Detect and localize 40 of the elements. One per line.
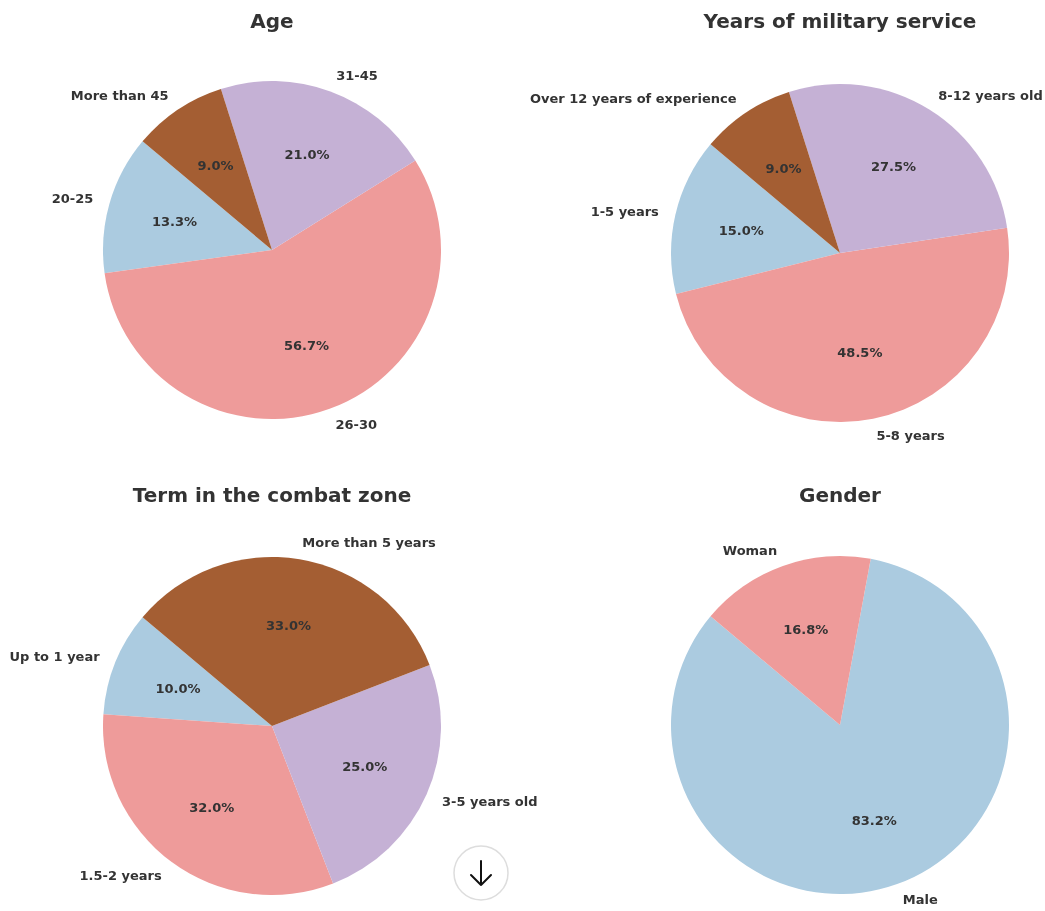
- pie-slice: [671, 144, 840, 294]
- data-label: 9.0%: [197, 158, 234, 174]
- data-label: 48.5%: [837, 344, 883, 360]
- data-label: 25.0%: [342, 759, 388, 775]
- slice-label: 3-5 years old: [442, 793, 538, 809]
- slice-label: Woman: [722, 542, 778, 558]
- data-label: 15.0%: [718, 222, 764, 238]
- data-label: 33.0%: [266, 618, 312, 634]
- pie-slice: [671, 558, 1009, 894]
- slice-label: 20-25: [51, 191, 94, 207]
- data-label: 56.7%: [284, 337, 330, 353]
- slice-label: Over 12 years of experience: [530, 91, 737, 107]
- slice-label: Up to 1 year: [9, 648, 101, 664]
- chart-title: Years of military service: [702, 9, 977, 33]
- slice-label: Male: [902, 892, 939, 908]
- data-label: 21.0%: [284, 147, 330, 163]
- slice-label: 26-30: [335, 417, 377, 433]
- data-label: 16.8%: [783, 622, 829, 638]
- chart-title: Gender: [799, 483, 882, 507]
- pie-slice: [104, 160, 441, 419]
- data-label: 32.0%: [189, 800, 235, 816]
- slice-label: 5-8 years: [876, 427, 945, 443]
- chart-title: Term in the combat zone: [132, 483, 412, 507]
- pie-slice: [103, 141, 272, 274]
- data-label: 83.2%: [851, 812, 897, 828]
- slice-label: 8-12 years old: [938, 87, 1043, 103]
- data-label: 13.3%: [152, 214, 198, 230]
- data-label: 10.0%: [155, 680, 201, 696]
- pie-slice: [142, 557, 430, 726]
- slice-label: 1-5 years: [590, 203, 660, 219]
- pie-slice: [272, 664, 441, 884]
- slice-label: 1.5-2 years: [79, 868, 162, 884]
- data-label: 27.5%: [871, 159, 917, 175]
- data-label: 9.0%: [765, 161, 802, 177]
- pie-slice: [710, 556, 871, 725]
- slice-label: 31-45: [336, 68, 378, 84]
- slice-label: More than 5 years: [302, 535, 437, 551]
- pie-slice: [676, 227, 1009, 422]
- chart-title: Age: [250, 9, 294, 33]
- slice-label: More than 45: [70, 88, 169, 104]
